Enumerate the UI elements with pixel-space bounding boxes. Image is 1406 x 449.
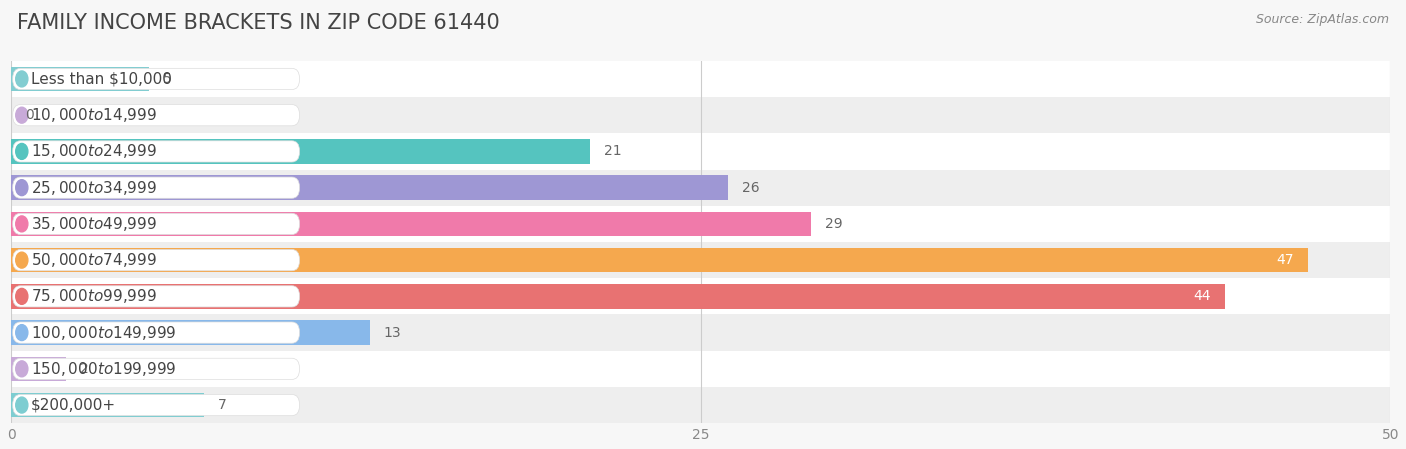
- Circle shape: [15, 216, 28, 232]
- Bar: [11, 97, 1391, 133]
- Circle shape: [15, 180, 28, 196]
- Bar: [11, 314, 1391, 351]
- Text: $25,000 to $34,999: $25,000 to $34,999: [31, 179, 157, 197]
- Bar: [11, 278, 1391, 314]
- Bar: [11, 206, 1391, 242]
- Circle shape: [15, 325, 28, 341]
- Circle shape: [15, 252, 28, 268]
- FancyBboxPatch shape: [13, 105, 299, 126]
- Bar: [11, 284, 1225, 308]
- Bar: [11, 211, 811, 236]
- Text: FAMILY INCOME BRACKETS IN ZIP CODE 61440: FAMILY INCOME BRACKETS IN ZIP CODE 61440: [17, 13, 499, 34]
- Bar: [11, 175, 728, 200]
- Bar: [11, 393, 204, 418]
- Circle shape: [15, 361, 28, 377]
- Circle shape: [15, 71, 28, 87]
- FancyBboxPatch shape: [13, 177, 299, 198]
- Bar: [11, 139, 591, 164]
- Bar: [11, 61, 1391, 97]
- FancyBboxPatch shape: [13, 68, 299, 89]
- FancyBboxPatch shape: [13, 395, 299, 416]
- Text: 44: 44: [1194, 289, 1211, 304]
- Bar: [11, 242, 1391, 278]
- Circle shape: [15, 143, 28, 159]
- Text: $50,000 to $74,999: $50,000 to $74,999: [31, 251, 157, 269]
- FancyBboxPatch shape: [13, 286, 299, 307]
- FancyBboxPatch shape: [13, 213, 299, 234]
- Text: $100,000 to $149,999: $100,000 to $149,999: [31, 324, 177, 342]
- Text: 21: 21: [605, 145, 621, 158]
- Bar: [11, 387, 1391, 423]
- Text: 13: 13: [384, 326, 401, 339]
- Bar: [11, 170, 1391, 206]
- Text: Source: ZipAtlas.com: Source: ZipAtlas.com: [1256, 13, 1389, 26]
- Text: $15,000 to $24,999: $15,000 to $24,999: [31, 142, 157, 160]
- FancyBboxPatch shape: [13, 141, 299, 162]
- Bar: [11, 248, 1308, 273]
- Text: 26: 26: [742, 180, 759, 195]
- Bar: [11, 66, 149, 91]
- Bar: [11, 351, 1391, 387]
- Text: 0: 0: [25, 108, 34, 122]
- Bar: [11, 357, 66, 381]
- Text: $150,000 to $199,999: $150,000 to $199,999: [31, 360, 177, 378]
- Text: 47: 47: [1277, 253, 1294, 267]
- Circle shape: [15, 107, 28, 123]
- Text: $75,000 to $99,999: $75,000 to $99,999: [31, 287, 157, 305]
- Text: $200,000+: $200,000+: [31, 397, 117, 413]
- Text: 2: 2: [80, 362, 89, 376]
- Text: $35,000 to $49,999: $35,000 to $49,999: [31, 215, 157, 233]
- Bar: [11, 133, 1391, 170]
- Text: 7: 7: [218, 398, 226, 412]
- FancyBboxPatch shape: [13, 250, 299, 271]
- Text: $10,000 to $14,999: $10,000 to $14,999: [31, 106, 157, 124]
- FancyBboxPatch shape: [13, 322, 299, 343]
- Text: 5: 5: [163, 72, 172, 86]
- Text: Less than $10,000: Less than $10,000: [31, 71, 172, 87]
- FancyBboxPatch shape: [13, 358, 299, 379]
- Circle shape: [15, 397, 28, 413]
- Circle shape: [15, 288, 28, 304]
- Bar: [11, 320, 370, 345]
- Text: 29: 29: [825, 217, 842, 231]
